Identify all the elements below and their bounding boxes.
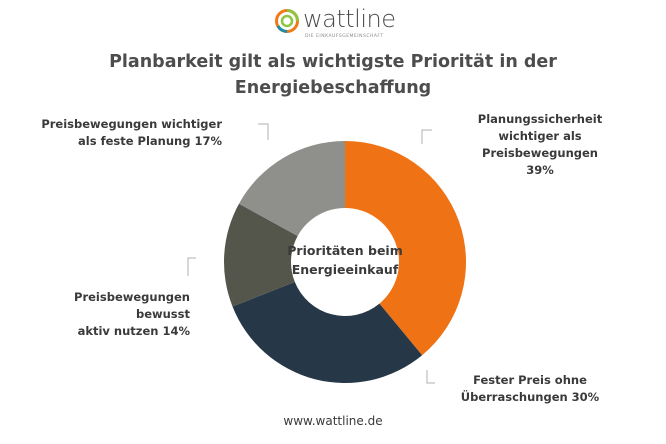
chart-title-line-2: Energiebeschaffung [234, 78, 432, 98]
leader-line-planungssicherheit [421, 129, 432, 144]
logo-tagline: DIE EINKAUFSGEMEINSCHAFT [305, 34, 384, 39]
center-label-line-2: Energieeinkauf [292, 262, 399, 277]
center-label-line-1: Prioritäten beim [287, 243, 403, 258]
logo-wordmark: wattline [303, 5, 396, 33]
slice-label-preisbewegungen: Preisbewegungen wichtiger als feste Plan… [41, 117, 222, 148]
slice-fester-preis [232, 281, 423, 383]
wattline-logo: wattline DIE EINKAUFSGEMEINSCHAFT [274, 5, 396, 42]
slice-label-fester-preis: Fester Preis ohne Überraschungen 30% [460, 373, 600, 404]
slice-label-planungssicherheit: Planungssicherheit wichtiger als Preisbe… [477, 112, 603, 177]
slice-preisbewegungen [238, 141, 345, 236]
footer-url: www.wattline.de [283, 414, 383, 428]
wattline-logo-icon [275, 9, 299, 33]
slice-label-aktiv-nutzen: Preisbewegungen bewusst aktiv nutzen 14% [74, 290, 190, 338]
leader-line-aktiv-nutzen [187, 257, 196, 276]
leader-line-fester-preis [426, 370, 435, 384]
chart-title: Planbarkeit gilt als wichtigste Prioritä… [83, 49, 583, 101]
leader-line-preisbewegungen [258, 123, 269, 140]
slice-aktiv-nutzen [224, 203, 298, 307]
chart-title-line-1: Planbarkeit gilt als wichtigste Prioritä… [109, 52, 557, 72]
slice-planungssicherheit [345, 141, 466, 356]
